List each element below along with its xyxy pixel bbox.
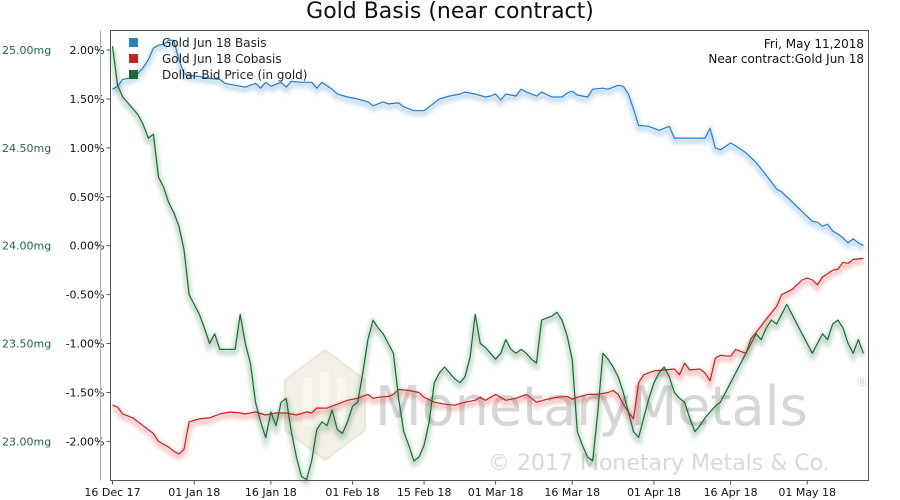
- left-tick-label: -0.50%: [66, 289, 105, 302]
- series-dollar-bid-line: [111, 46, 864, 481]
- series-basis-line: [112, 39, 864, 247]
- left-tick-label: 0.00%: [70, 240, 105, 253]
- left-tick-label: -1.50%: [66, 386, 105, 399]
- left-tick-label: 0.50%: [70, 191, 105, 204]
- watermark-copyright: © 2017 Monetary Metals & Co.: [488, 451, 830, 476]
- legend: Gold Jun 18 Basis Gold Jun 18 Cobasis Do…: [129, 36, 307, 82]
- chart-title: Gold Basis (near contract): [306, 0, 594, 24]
- legend-label-dollar-bid: Dollar Bid Price (in gold): [162, 68, 307, 82]
- x-tick-label: 01 May 18: [778, 486, 836, 499]
- series-basis-line-shadow: [111, 40, 865, 251]
- right-y-axis: 25.00mg 24.50mg 24.00mg 23.50mg 23.00mg: [2, 30, 101, 481]
- gold-tick-label: 24.00mg: [2, 240, 51, 253]
- x-tick-label: 01 Feb 18: [325, 486, 379, 499]
- watermark-registered: ®: [856, 375, 868, 389]
- info-contract: Near contract:Gold Jun 18: [708, 52, 864, 66]
- info-box: Fri, May 11,2018 Near contract:Gold Jun …: [708, 37, 864, 66]
- gold-tick-label: 24.50mg: [2, 142, 51, 155]
- x-tick-label: 15 Feb 18: [397, 486, 451, 499]
- legend-label-cobasis: Gold Jun 18 Cobasis: [162, 52, 282, 66]
- gold-tick-label: 23.00mg: [2, 435, 51, 448]
- x-axis: 16 Dec 17 01 Jan 18 16 Jan 18 01 Feb 18 15 F…: [84, 480, 836, 499]
- info-date: Fri, May 11,2018: [764, 37, 864, 51]
- series-cobasis-line: [112, 257, 864, 455]
- left-tick-label: 1.00%: [70, 142, 105, 155]
- x-tick-label: 16 Jan 18: [245, 486, 297, 499]
- x-tick-label: 16 Apr 18: [704, 486, 758, 499]
- x-tick-label: 01 Apr 18: [627, 486, 681, 499]
- left-y-axis: 2.00% 1.50% 1.00% 0.50% 0.00% -0.50% -1.00% -1.…: [66, 44, 111, 448]
- series-layer: [110, 39, 866, 487]
- x-tick-label: 16 Mar 18: [544, 486, 600, 499]
- left-tick-label: -1.00%: [66, 338, 105, 351]
- plot-area: [110, 30, 869, 481]
- legend-swatch-basis: [129, 38, 138, 47]
- gold-tick-label: 25.00mg: [2, 44, 51, 57]
- left-tick-label: 2.00%: [70, 44, 105, 57]
- x-tick-label: 16 Dec 17: [84, 486, 140, 499]
- x-tick-label: 01 Jan 18: [168, 486, 220, 499]
- legend-label-basis: Gold Jun 18 Basis: [162, 36, 266, 50]
- left-tick-label: -2.00%: [66, 435, 105, 448]
- x-tick-label: 01 Mar 18: [468, 486, 524, 499]
- gold-tick-label: 23.50mg: [2, 338, 51, 351]
- legend-swatch-dollar-bid: [129, 70, 138, 79]
- legend-swatch-cobasis: [129, 54, 138, 63]
- left-tick-label: 1.50%: [70, 93, 105, 106]
